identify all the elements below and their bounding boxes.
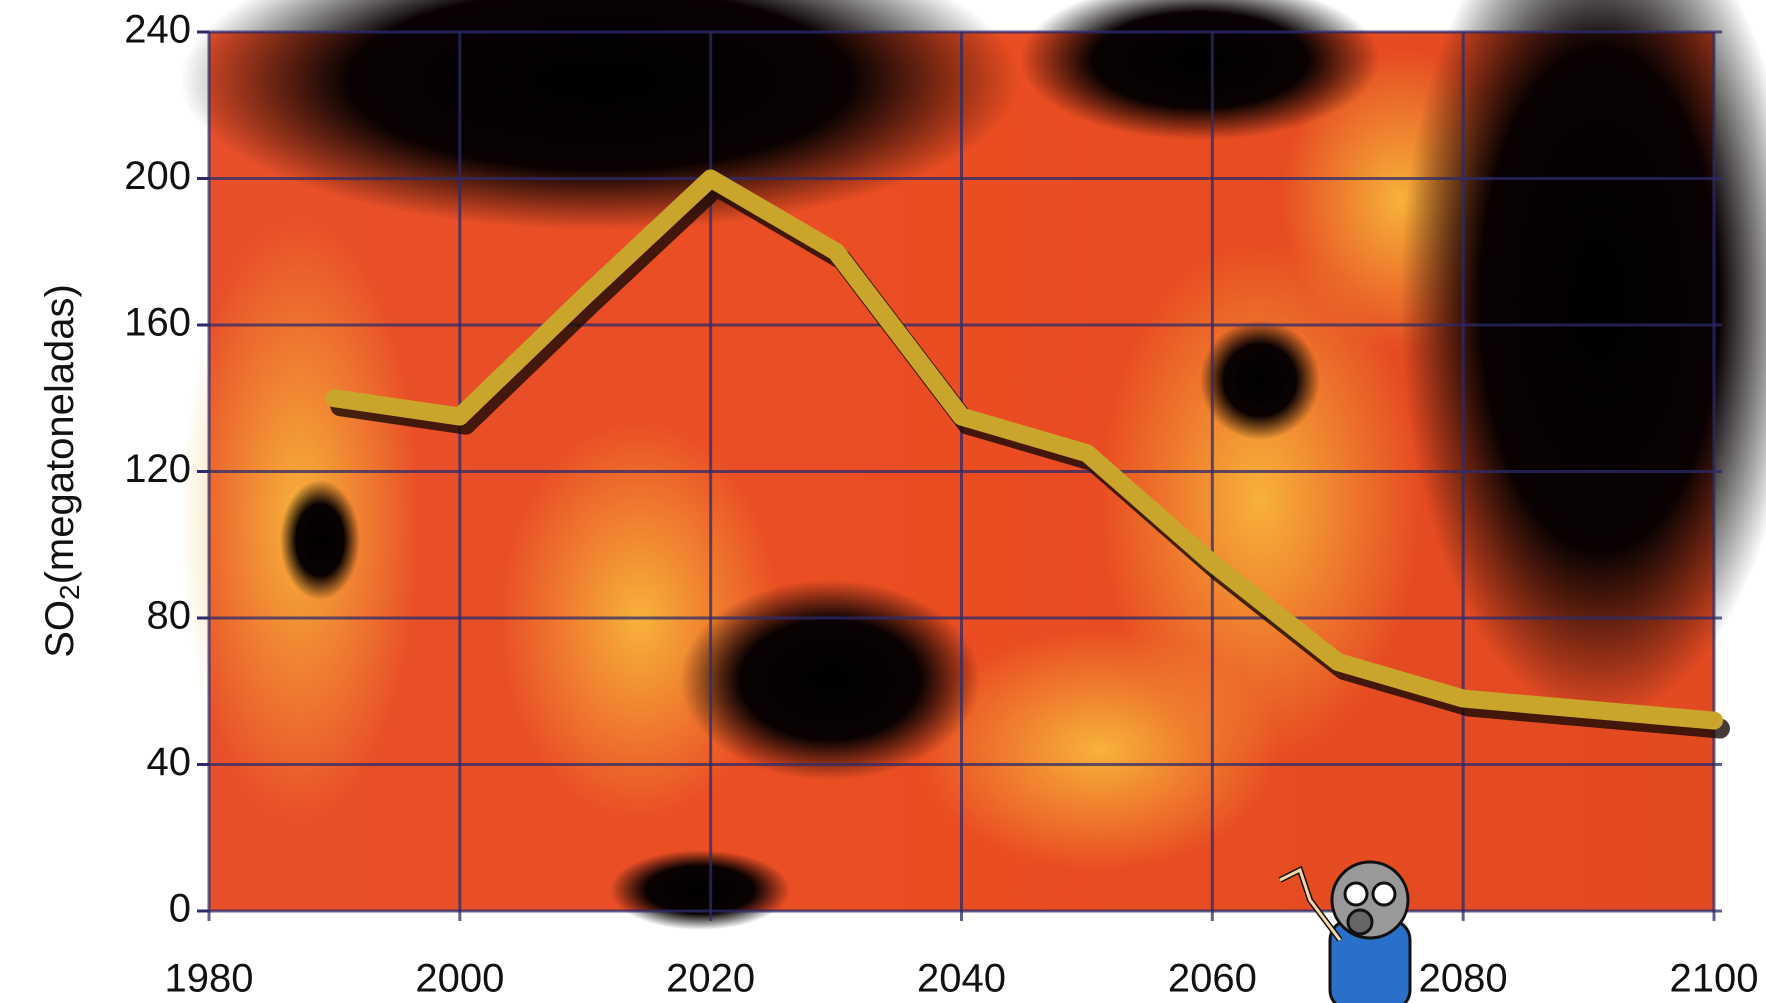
y-tick-label: 80 bbox=[147, 594, 192, 638]
y-axis-label: SO2(megatoneladas) bbox=[38, 284, 86, 658]
y-tick-label: 40 bbox=[147, 740, 192, 784]
chart: 0 40 80 120 160 200 240 1980 2000 2020 2040 2060 208… bbox=[0, 0, 1766, 1003]
x-tick-label: 2100 bbox=[1670, 957, 1759, 1001]
y-tick-label: 240 bbox=[124, 8, 191, 52]
x-tick-label: 2000 bbox=[415, 957, 504, 1001]
y-tick-label: 0 bbox=[169, 887, 191, 931]
x-tick-label: 2060 bbox=[1168, 957, 1257, 1001]
background bbox=[180, 0, 1766, 930]
y-label-main: SO bbox=[38, 600, 82, 658]
x-tick-label: 1980 bbox=[165, 957, 254, 1001]
x-tick-label: 2020 bbox=[666, 957, 755, 1001]
y-label-sub: 2 bbox=[54, 584, 85, 600]
page: 0 40 80 120 160 200 240 1980 2000 2020 2040 2060 208… bbox=[0, 0, 1766, 1003]
y-tick-label: 160 bbox=[124, 301, 191, 345]
x-tick-label: 2040 bbox=[917, 957, 1006, 1001]
x-tick-label: 2080 bbox=[1419, 957, 1508, 1001]
y-label-rest: (megatoneladas) bbox=[38, 284, 82, 584]
y-tick-label: 120 bbox=[124, 447, 191, 491]
y-tick-label: 200 bbox=[124, 154, 191, 198]
